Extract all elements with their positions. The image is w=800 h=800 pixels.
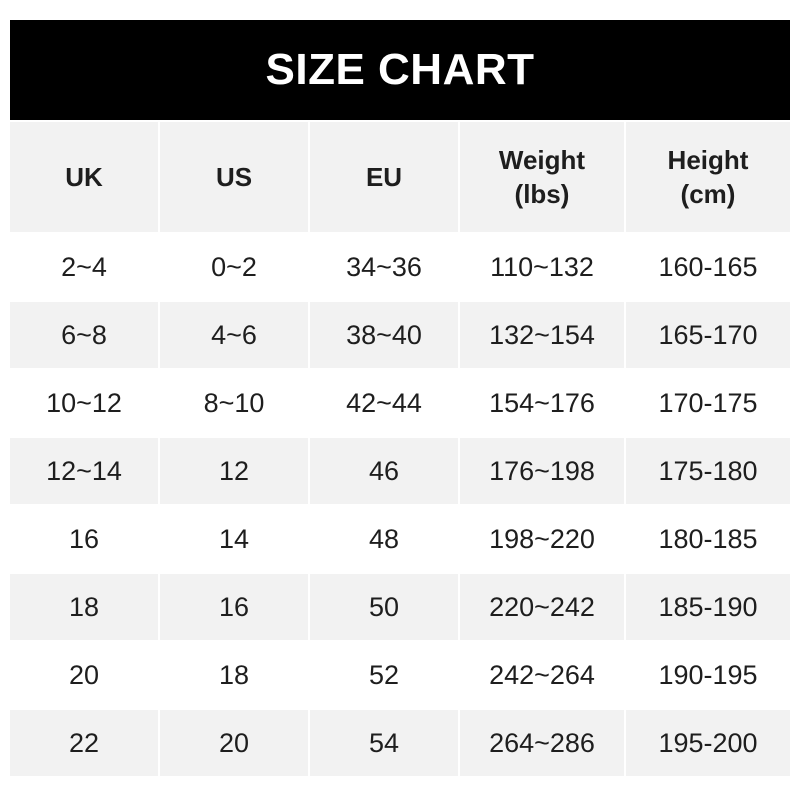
table-cell: 176~198 [460, 438, 624, 504]
column-header-line: US [215, 162, 253, 192]
column-header: US [160, 122, 308, 232]
table-cell: 220~242 [460, 574, 624, 640]
table-cell: 48 [310, 506, 458, 572]
column-header: UK [10, 122, 158, 232]
title-bar: SIZE CHART [10, 20, 790, 120]
table-cell: 180-185 [626, 506, 790, 572]
table-cell: 20 [10, 642, 158, 708]
column-header: EU [310, 122, 458, 232]
table-cell: 185-190 [626, 574, 790, 640]
table-cell: 190-195 [626, 642, 790, 708]
table-cell: 0~2 [160, 234, 308, 300]
table-cell: 198~220 [460, 506, 624, 572]
table-cell: 2~4 [10, 234, 158, 300]
table-cell: 165-170 [626, 302, 790, 368]
table-cell: 42~44 [310, 370, 458, 436]
size-table: UK US EU Weight (lbs) Height (cm) 2~4 0~2 34~36 11… [10, 122, 790, 778]
table-cell: 195-200 [626, 710, 790, 776]
table-cell: 6~8 [10, 302, 158, 368]
table-cell: 54 [310, 710, 458, 776]
table-cell: 50 [310, 574, 458, 640]
table-cell: 52 [310, 642, 458, 708]
table-cell: 10~12 [10, 370, 158, 436]
table-cell: 264~286 [460, 710, 624, 776]
table-cell: 46 [310, 438, 458, 504]
column-header: Weight (lbs) [460, 122, 624, 232]
table-cell: 12 [160, 438, 308, 504]
column-header-line: EU [365, 162, 403, 192]
table-cell: 38~40 [310, 302, 458, 368]
table-cell: 18 [160, 642, 308, 708]
table-cell: 154~176 [460, 370, 624, 436]
column-header: Height (cm) [626, 122, 790, 232]
page-title: SIZE CHART [265, 45, 535, 94]
table-cell: 160-165 [626, 234, 790, 300]
table-cell: 22 [10, 710, 158, 776]
table-cell: 20 [160, 710, 308, 776]
table-cell: 16 [10, 506, 158, 572]
table-cell: 16 [160, 574, 308, 640]
table-cell: 34~36 [310, 234, 458, 300]
table-cell: 4~6 [160, 302, 308, 368]
column-header-line: Height [667, 145, 749, 175]
column-header-line: UK [65, 162, 103, 192]
table-cell: 18 [10, 574, 158, 640]
table-cell: 175-180 [626, 438, 790, 504]
column-header-line: (cm) [680, 179, 736, 209]
table-cell: 12~14 [10, 438, 158, 504]
table-cell: 242~264 [460, 642, 624, 708]
column-header-line: Weight [498, 145, 586, 175]
table-cell: 132~154 [460, 302, 624, 368]
column-header-line: (lbs) [514, 179, 570, 209]
table-cell: 8~10 [160, 370, 308, 436]
table-cell: 110~132 [460, 234, 624, 300]
table-cell: 14 [160, 506, 308, 572]
table-cell: 170-175 [626, 370, 790, 436]
